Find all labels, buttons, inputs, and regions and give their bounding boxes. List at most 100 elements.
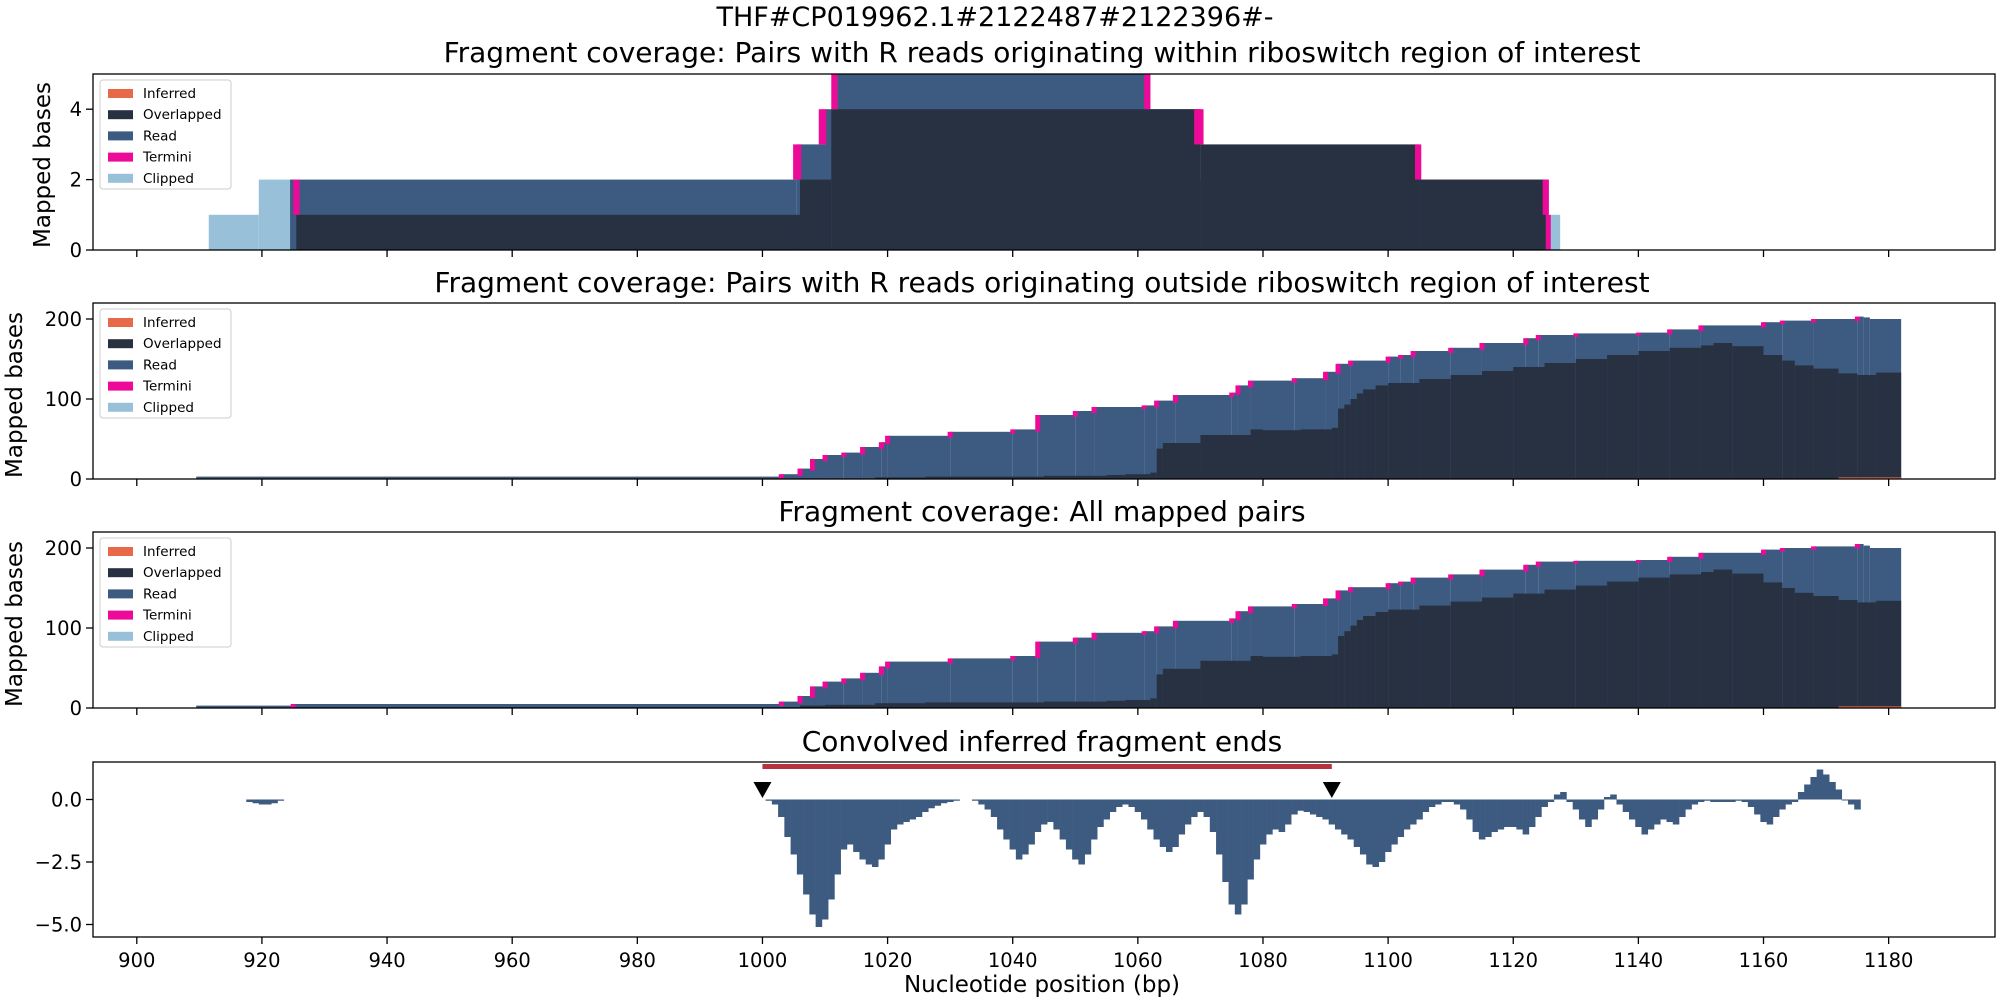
conv-bar	[972, 799, 979, 801]
conv-bar	[1078, 799, 1085, 865]
conv-bar	[1472, 799, 1480, 832]
conv-bar	[896, 799, 904, 825]
conv-bar	[1747, 799, 1755, 807]
conv-bar	[1397, 799, 1405, 837]
conv-bar	[1760, 799, 1767, 822]
overlapped-segment	[1876, 372, 1902, 479]
read-segment	[843, 452, 863, 479]
overlapped-segment	[1513, 367, 1545, 479]
overlapped-segment	[1162, 443, 1201, 479]
read-segment	[1144, 405, 1157, 479]
overlapped-segment	[1876, 600, 1902, 708]
overlapped-segment	[1782, 360, 1795, 479]
termini-mark	[1761, 549, 1767, 555]
termini-mark	[1573, 333, 1579, 337]
overlapped-segment	[1344, 404, 1351, 479]
overlapped-segment	[1262, 656, 1301, 708]
overlapped-segment	[1713, 569, 1733, 708]
termini-mark	[947, 658, 953, 664]
conv-bar	[246, 799, 253, 802]
legend-swatch-termini	[108, 610, 133, 620]
region-end-marker	[753, 782, 772, 798]
legend-label-termini: Termini	[142, 608, 192, 624]
overlapped-segment	[1419, 379, 1451, 479]
conv-bar	[1103, 799, 1110, 820]
conv-bar	[1359, 799, 1367, 855]
conv-bar	[1841, 799, 1849, 801]
overlapped-segment	[1250, 656, 1263, 708]
termini-mark	[793, 144, 802, 180]
overlapped-segment	[1356, 620, 1364, 708]
y-tick-label: 0	[70, 468, 82, 491]
y-tick-label: 0.0	[51, 789, 82, 812]
legend-swatch-termini	[108, 152, 133, 162]
conv-bar	[1560, 792, 1567, 800]
termini-mark	[1635, 560, 1641, 563]
termini-mark	[810, 686, 816, 698]
plot-frame	[92, 761, 1996, 938]
conv-bar	[1547, 799, 1555, 802]
conv-bar	[1791, 799, 1799, 802]
x-tick-label: 920	[243, 949, 280, 972]
legend-label-inferred: Inferred	[143, 315, 196, 331]
conv-bar	[1241, 799, 1248, 905]
termini-mark	[1779, 548, 1785, 552]
read-segment	[762, 704, 782, 708]
termini-mark	[1811, 546, 1817, 550]
overlapped-segment	[1544, 363, 1576, 479]
conv-bar	[1090, 799, 1098, 840]
conv-bar	[790, 799, 798, 855]
conv-bar	[1553, 794, 1561, 800]
legend-swatch-clipped	[108, 631, 133, 641]
legend-label-overlapped: Overlapped	[143, 336, 222, 352]
conv-bar	[1197, 799, 1204, 812]
conv-bar	[1660, 799, 1667, 820]
conv-bar	[1597, 799, 1605, 810]
conv-bar	[1410, 799, 1417, 825]
conv-bar	[1384, 799, 1392, 852]
x-tick-label: 1180	[1864, 949, 1914, 972]
y-tick-label: 0	[70, 239, 82, 262]
overlapped-segment	[1638, 577, 1670, 708]
termini-mark	[1448, 347, 1454, 353]
overlapped-segment	[799, 179, 832, 250]
conv-bar	[853, 799, 860, 852]
conv-bar	[1247, 799, 1254, 880]
read-segment	[950, 658, 1013, 708]
overlapped-segment	[1375, 612, 1389, 708]
conv-bar	[765, 799, 773, 801]
read-segment	[1012, 429, 1038, 479]
termini-mark	[1523, 338, 1529, 345]
termini-mark	[1072, 637, 1078, 644]
conv-bar	[1622, 799, 1630, 812]
x-tick-label: 1140	[1614, 949, 1664, 972]
conv-bar	[265, 799, 272, 805]
overlapped-segment	[1450, 375, 1482, 479]
legend-label-inferred: Inferred	[143, 544, 196, 560]
termini-mark	[1291, 378, 1297, 383]
termini-mark	[797, 696, 803, 704]
conv-bar	[1166, 799, 1173, 852]
termini-mark	[1035, 415, 1041, 432]
termini-mark	[1854, 544, 1860, 549]
y-tick-label: 100	[45, 617, 82, 640]
panel-1: Fragment coverage: Pairs with R reads or…	[30, 36, 1996, 262]
x-tick-label: 940	[368, 949, 405, 972]
read-segment	[881, 442, 888, 479]
overlapped-segment	[1481, 597, 1514, 708]
conv-bar	[1028, 799, 1035, 845]
y-tick-label: −5.0	[35, 914, 82, 937]
conv-bar	[1003, 799, 1010, 840]
legend-label-termini: Termini	[142, 150, 192, 166]
termini-mark	[1235, 385, 1241, 395]
termini-mark	[1573, 560, 1579, 564]
termini-mark	[841, 452, 847, 457]
overlapped-segment	[1331, 654, 1339, 708]
read-segment	[1144, 631, 1157, 708]
overlapped-segment	[799, 705, 826, 708]
conv-bar	[1635, 799, 1642, 827]
conv-bar	[1441, 799, 1448, 802]
conv-bar	[803, 799, 810, 895]
legend-swatch-inferred	[108, 318, 133, 327]
